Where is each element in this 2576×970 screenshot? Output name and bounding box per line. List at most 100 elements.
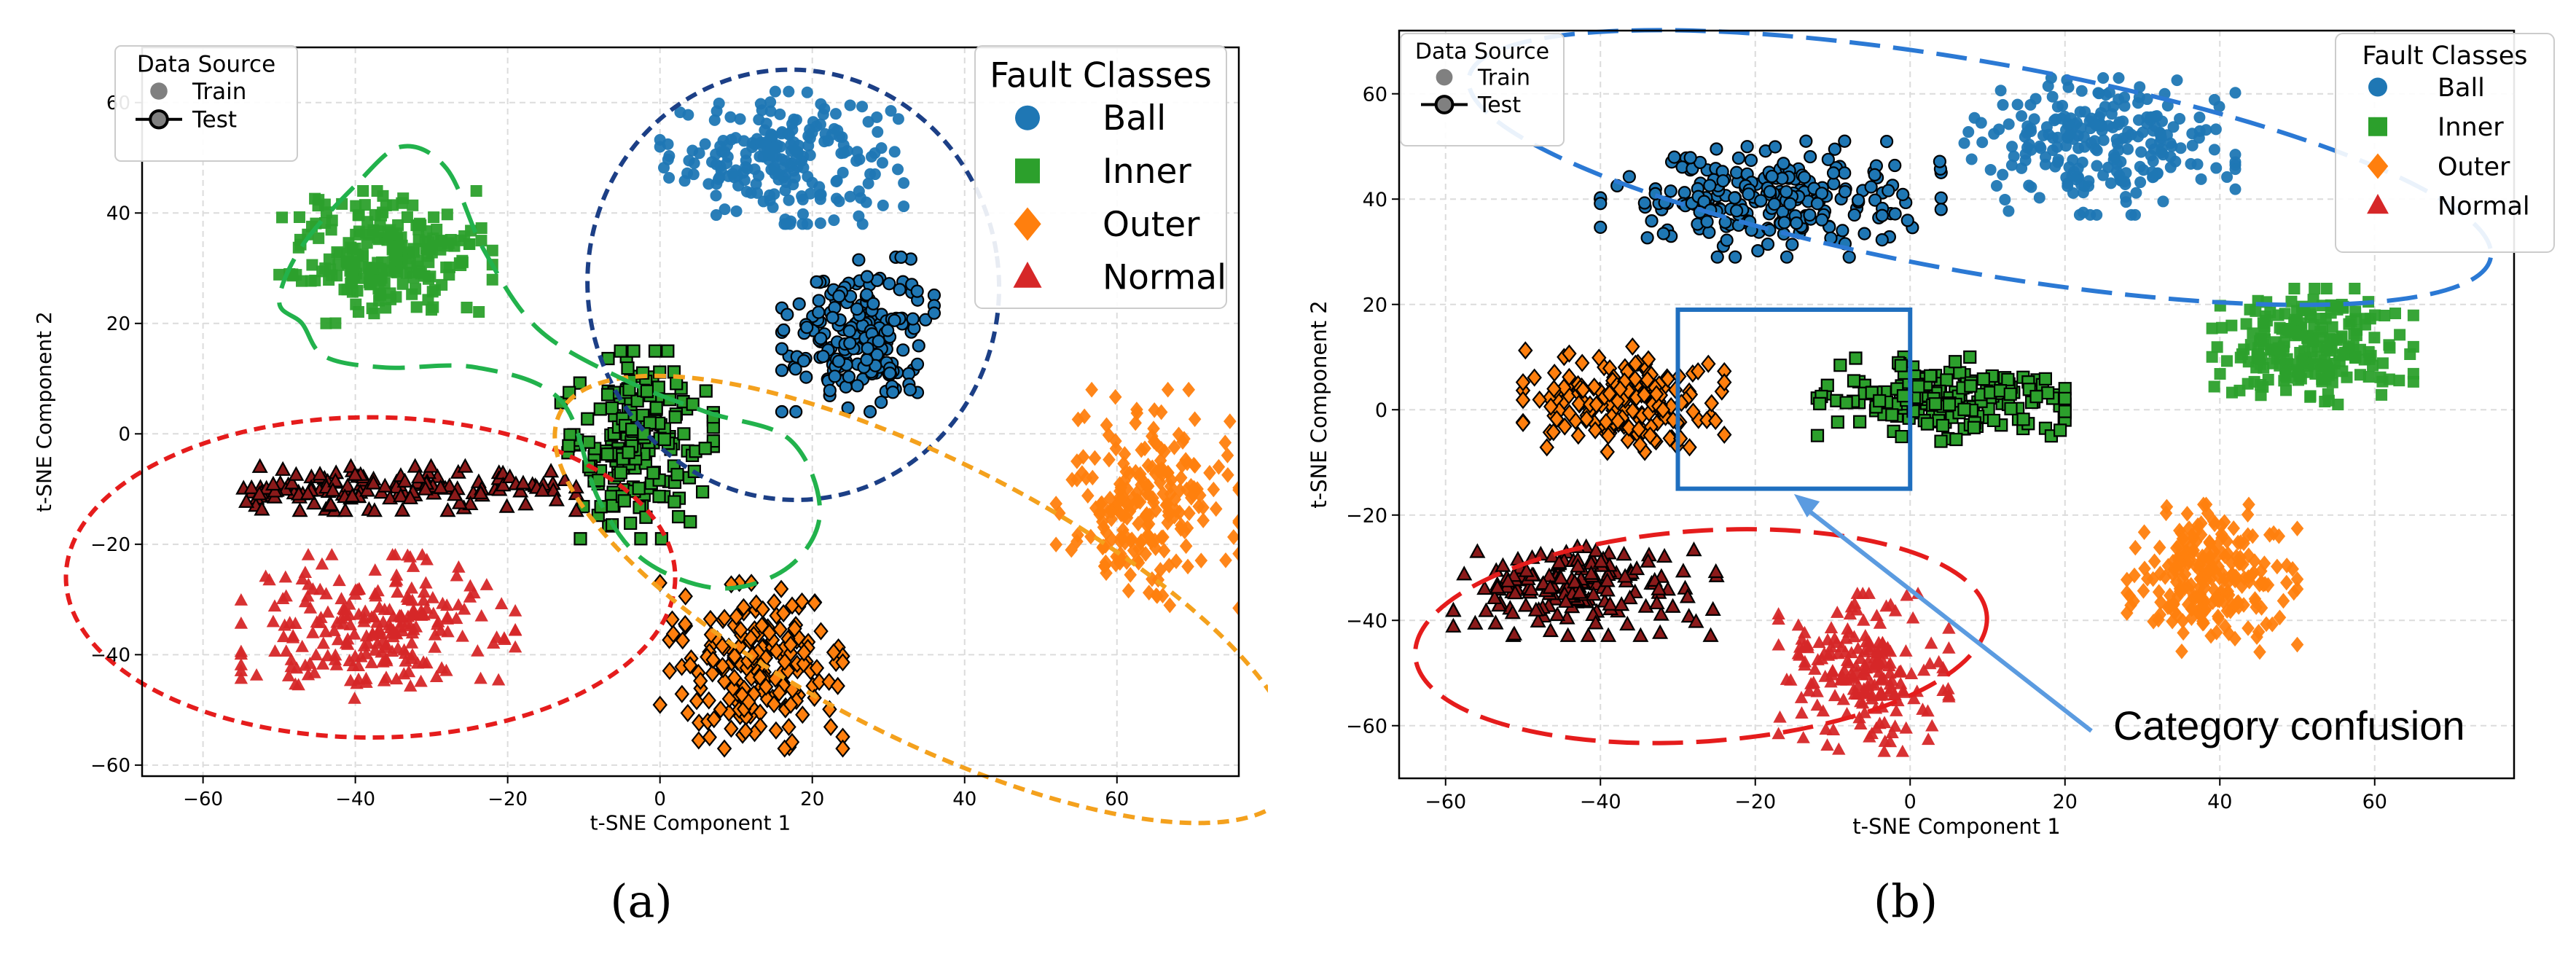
data-point	[348, 691, 361, 704]
data-point	[377, 602, 391, 615]
data-point	[2290, 636, 2304, 653]
x-tick-label: −20	[1734, 791, 1776, 813]
cluster-inner-train	[273, 184, 498, 329]
data-point	[486, 244, 498, 257]
data-point	[2336, 365, 2349, 378]
data-point	[508, 640, 522, 653]
data-point	[286, 630, 300, 644]
data-point	[1857, 227, 1871, 240]
data-point	[2242, 496, 2255, 513]
data-point	[2240, 318, 2252, 330]
data-point	[406, 288, 418, 300]
data-point	[1934, 203, 1948, 216]
data-point	[850, 379, 864, 393]
data-point	[1081, 488, 1095, 504]
data-point	[573, 532, 587, 546]
data-point	[2097, 72, 2110, 85]
data-point	[344, 265, 356, 277]
data-point	[388, 254, 401, 266]
data-point	[2039, 151, 2051, 163]
data-point	[686, 397, 700, 411]
data-point	[1570, 558, 1586, 573]
data-point	[310, 615, 324, 628]
data-point	[781, 717, 796, 737]
data-point	[716, 739, 732, 758]
data-point	[1542, 579, 1559, 594]
data-point	[1729, 165, 1744, 179]
data-point	[2229, 87, 2242, 99]
data-point	[2048, 114, 2061, 127]
data-point	[2237, 597, 2250, 613]
data-point	[1495, 557, 1511, 572]
data-point	[323, 253, 335, 265]
data-point	[743, 629, 759, 648]
data-point	[1993, 123, 2005, 136]
data-point	[1838, 134, 1852, 148]
data-point	[2322, 394, 2335, 407]
data-point	[1890, 704, 1903, 716]
data-point	[313, 232, 325, 244]
data-point	[309, 192, 321, 205]
y-tick-label: 60	[1363, 83, 1387, 106]
data-point	[419, 235, 431, 248]
data-point	[1729, 204, 1744, 218]
data-point	[863, 404, 877, 419]
data-point	[1826, 723, 1841, 735]
data-point	[339, 477, 356, 493]
data-point	[665, 610, 680, 629]
data-point	[327, 472, 344, 488]
data-point	[2241, 527, 2255, 543]
data-point	[853, 153, 866, 165]
data-point	[2172, 549, 2185, 566]
data-point	[276, 630, 291, 643]
data-point	[399, 654, 412, 667]
data-point	[1102, 427, 1116, 443]
data-point	[1795, 706, 1809, 719]
data-point	[548, 491, 565, 506]
data-point	[2191, 158, 2204, 171]
legend-marker-outer	[1014, 207, 1041, 241]
data-point	[1515, 391, 1531, 410]
data-point	[713, 700, 729, 719]
data-point	[379, 641, 394, 653]
y-tick-label: −60	[90, 755, 130, 777]
data-point	[1100, 524, 1113, 541]
data-point	[1182, 381, 1196, 398]
data-point	[2266, 343, 2278, 356]
data-point	[2125, 128, 2137, 141]
data-point	[394, 501, 411, 517]
data-point	[814, 217, 826, 230]
data-point	[440, 612, 454, 625]
data-point	[2384, 342, 2396, 354]
data-point	[332, 259, 345, 271]
data-point	[1562, 404, 1577, 423]
data-point	[1899, 644, 1913, 657]
data-point	[1178, 523, 1191, 539]
data-point	[2383, 373, 2395, 386]
data-point	[2210, 162, 2223, 174]
data-point	[295, 639, 309, 652]
data-point	[755, 600, 770, 619]
confusion-arrow	[1803, 505, 2093, 733]
data-point	[2137, 164, 2150, 176]
data-point	[1833, 359, 1847, 372]
legend-marker-test	[149, 109, 169, 130]
data-point	[799, 370, 813, 384]
data-point	[1515, 372, 1531, 392]
data-point	[812, 305, 826, 319]
data-point	[313, 582, 327, 595]
data-point	[807, 593, 822, 612]
data-point	[568, 502, 584, 517]
data-point	[1851, 641, 1865, 654]
data-point	[366, 262, 378, 275]
data-point	[1967, 421, 1981, 434]
data-point	[2102, 120, 2115, 132]
data-point	[750, 178, 762, 190]
data-point	[1906, 611, 1920, 624]
data-point	[927, 306, 941, 320]
data-point	[2112, 119, 2124, 131]
data-point	[1997, 168, 2009, 181]
data-point	[1864, 180, 1878, 194]
data-point	[2287, 584, 2301, 601]
